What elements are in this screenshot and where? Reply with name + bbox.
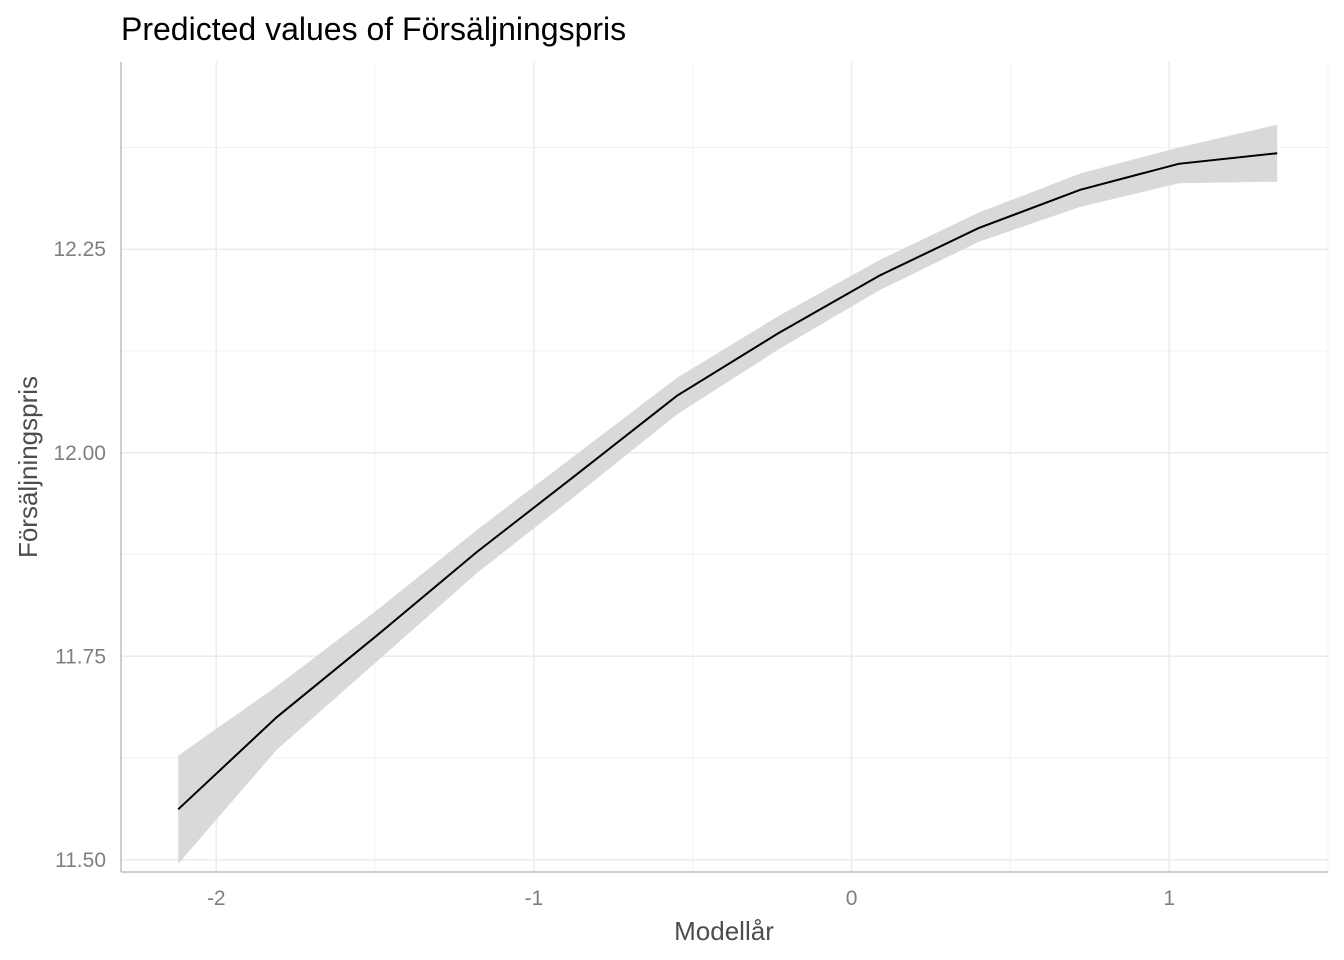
x-tick-label: 0 bbox=[846, 887, 858, 910]
x-tick-label: -2 bbox=[207, 887, 226, 910]
y-tick-label: 11.75 bbox=[55, 645, 106, 668]
prediction-line bbox=[177, 152, 1278, 811]
y-tick-label: 12.00 bbox=[53, 442, 106, 465]
chart-title: Predicted values of Försäljningspris bbox=[121, 11, 626, 47]
x-tick-label: -1 bbox=[525, 887, 544, 910]
confidence-ribbon bbox=[178, 124, 1278, 864]
y-tick-label: 11.50 bbox=[55, 849, 106, 872]
y-tick-label: 12.25 bbox=[53, 238, 106, 261]
y-tick-labels: 11.50 11.75 12.00 12.25 bbox=[53, 238, 106, 872]
x-axis-title: Modellår bbox=[674, 916, 774, 946]
x-tick-labels: -2 -1 0 1 bbox=[207, 887, 1175, 910]
y-axis-title: Försäljningspris bbox=[13, 376, 43, 558]
x-tick-label: 1 bbox=[1163, 887, 1175, 910]
